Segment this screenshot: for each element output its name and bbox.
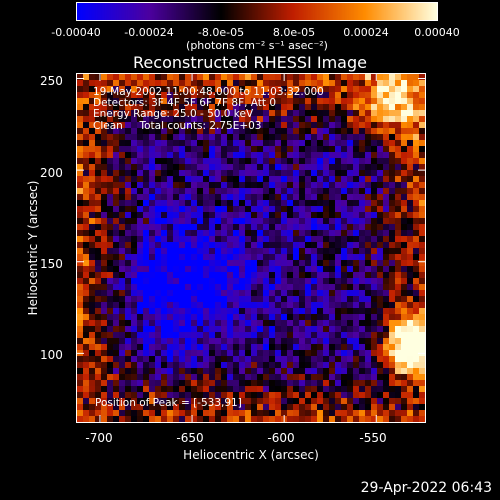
y-tick-label: 200 <box>40 166 63 180</box>
colorbar-tick: 0.00024 <box>343 26 389 39</box>
annotation-peak: Position of Peak = [-533,91] <box>95 397 242 409</box>
colorbar-tick: 0.00040 <box>414 26 460 39</box>
plot-title: Reconstructed RHESSI Image <box>133 53 367 72</box>
y-tick-label: 250 <box>40 74 63 88</box>
y-tick-label: 100 <box>40 348 63 362</box>
colorbar-tick: -0.00040 <box>51 26 101 39</box>
rhessi-image <box>77 74 425 422</box>
annotation-energy: Energy Range: 25.0 - 50.0 keV <box>93 108 254 120</box>
y-tick-label: 150 <box>40 257 63 271</box>
y-axis-label: Heliocentric Y (arcsec) <box>26 180 40 316</box>
annotation-time: 19-May-2002 11:00:48.000 to 11:03:32.000 <box>93 86 324 98</box>
annotation-clean: Clean Total counts: 2.75E+03 <box>93 120 262 132</box>
colorbar-tick: 8.0e-05 <box>272 26 316 39</box>
annotation-detectors: Detectors: 3F 4F 5F 6F 7F 8F, Att 0 <box>93 97 277 109</box>
colorbar-tick: -0.00024 <box>124 26 174 39</box>
x-tick-label: -550 <box>359 431 387 445</box>
colorbar <box>76 2 438 21</box>
x-tick-label: -600 <box>267 431 295 445</box>
x-tick-label: -650 <box>176 431 204 445</box>
plot-frame <box>76 73 426 423</box>
colorbar-tick: -8.0e-05 <box>197 26 245 39</box>
x-axis-label: Heliocentric X (arcsec) <box>183 448 319 462</box>
colorbar-units: (photons cm⁻² s⁻¹ asec⁻²) <box>186 39 328 52</box>
x-tick-label: -700 <box>85 431 113 445</box>
timestamp: 29-Apr-2022 06:43 <box>360 480 492 496</box>
